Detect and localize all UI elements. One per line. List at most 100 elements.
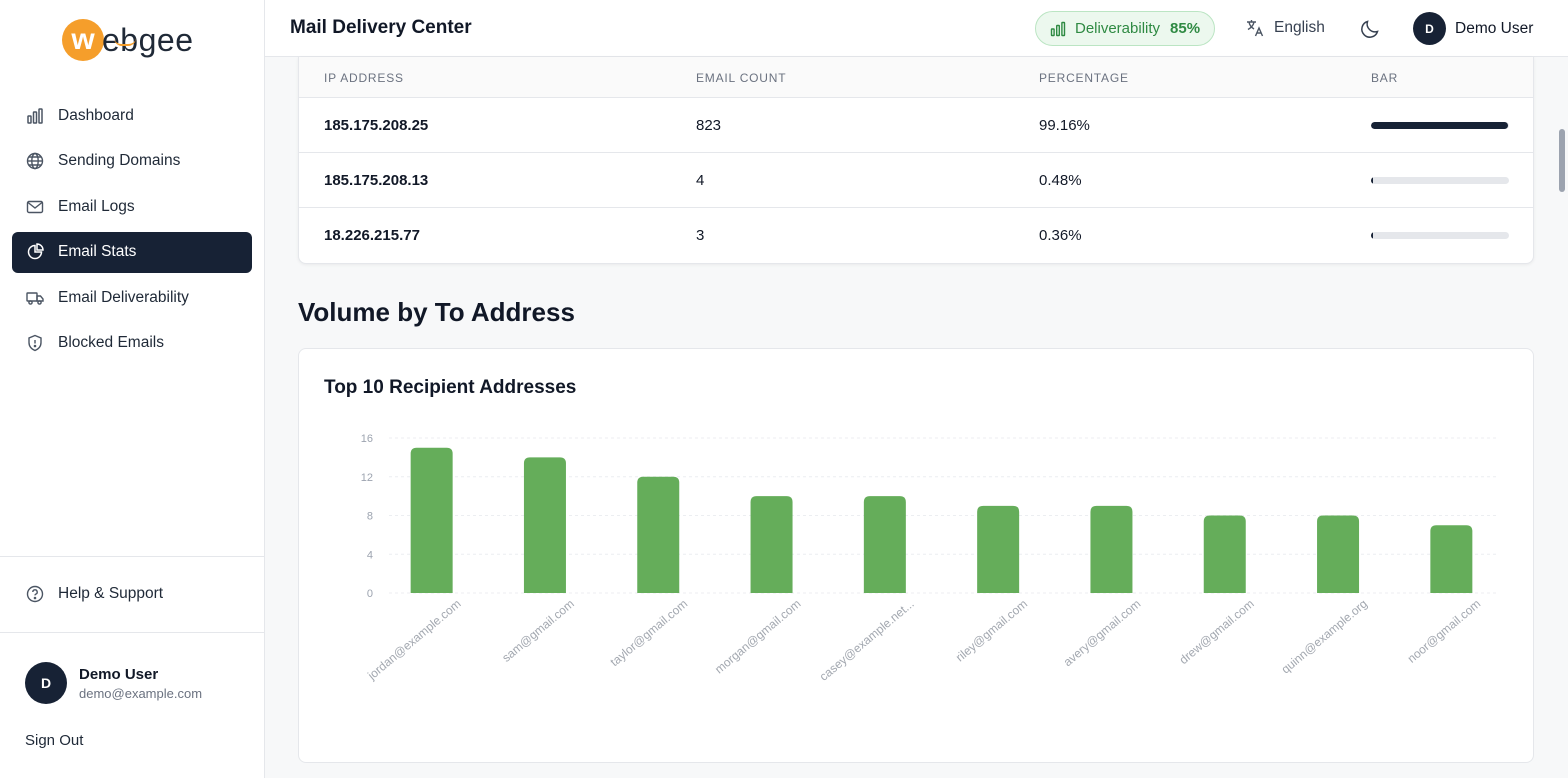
percentage-bar [1371,232,1509,239]
email-count-cell: 823 [696,117,722,134]
avatar: D [1413,12,1446,45]
sidebar-item-label: Email Deliverability [58,288,189,306]
percentage-cell: 99.16% [1039,117,1090,134]
translate-icon [1245,18,1265,38]
x-tick-label: quinn@example.org [1279,597,1370,677]
shield-icon [26,334,44,352]
email-count-cell: 4 [696,172,705,189]
ip-address-cell: 185.175.208.13 [324,172,429,189]
recipient-bar-chart: 0 4 8 12 16 jordan@example.com sam@gmail.com ta… [361,433,1499,684]
scrollbar-thumb[interactable] [1559,129,1565,192]
deliverability-label: Deliverability [1075,20,1161,37]
column-header-ip: IP ADDRESS [324,71,404,85]
sidebar-item-email-stats[interactable]: Email Stats [12,231,252,273]
sidebar-item-label: Dashboard [58,106,134,124]
x-tick-label: casey@example.net... [817,597,917,684]
y-tick-label: 4 [367,549,373,561]
sidebar-item-dashboard[interactable]: Dashboard [12,95,252,136]
sidebar-item-email-logs[interactable]: Email Logs [12,186,252,227]
sidebar-item-label: Blocked Emails [58,334,164,352]
x-tick-label: morgan@gmail.com [712,597,803,677]
logo-smile [114,38,136,46]
chart-bar [523,457,566,593]
table-row: 18.226.215.77 3 0.36% [299,208,1533,263]
sidebar-item-label: Email Logs [58,197,135,215]
x-tick-label: sam@gmail.com [499,597,577,665]
header-user-menu[interactable]: D Demo User [1413,12,1533,45]
chart-bar [637,476,680,593]
sidebar-divider [0,556,264,557]
x-tick-label: drew@gmail.com [1177,597,1257,667]
deliverability-value: 85% [1170,20,1201,37]
page-title: Mail Delivery Center [290,17,472,38]
section-title: Volume by To Address [298,297,575,327]
chart-bar [1090,505,1133,593]
top-header: Mail Delivery Center Deliverability 85% … [265,0,1568,57]
logo-mark: w [62,19,104,61]
chart-title: Top 10 Recipient Addresses [324,377,577,398]
mail-icon [26,198,44,216]
percentage-bar-fill [1371,177,1374,184]
deliverability-badge[interactable]: Deliverability 85% [1035,11,1216,46]
ip-address-cell: 18.226.215.77 [324,227,420,244]
percentage-bar [1371,177,1509,184]
chart-bar [863,496,906,593]
help-support-label: Help & Support [58,585,164,602]
y-tick-label: 0 [367,588,373,600]
sidebar-divider [0,632,264,633]
sidebar-item-blocked-emails[interactable]: Blocked Emails [12,323,252,364]
chart-bar [977,505,1020,593]
sidebar-nav: Dashboard Sending Domains Email Logs Ema… [12,95,252,369]
sidebar: w ebgee Dashboard Sending Domains Email … [0,0,265,778]
truck-icon [26,289,44,307]
sidebar-user: D Demo User demo@example.com [25,662,202,704]
help-support-link[interactable]: Help & Support [12,574,252,614]
user-name: Demo User [79,665,159,683]
pie-chart-icon [26,243,44,261]
percentage-cell: 0.36% [1039,227,1082,244]
globe-icon [26,152,44,170]
x-tick-label: avery@gmail.com [1061,597,1144,670]
chart-bar [1430,525,1473,593]
header-user-name: Demo User [1455,19,1534,37]
x-tick-label: jordan@example.com [364,597,463,684]
help-circle-icon [26,585,44,603]
percentage-cell: 0.48% [1039,172,1082,189]
column-header-count: EMAIL COUNT [696,71,787,85]
table-row: 185.175.208.13 4 0.48% [299,153,1533,208]
percentage-bar-fill [1371,232,1374,239]
avatar: D [25,662,67,704]
percentage-bar-fill [1371,122,1508,129]
sidebar-item-email-deliverability[interactable]: Email Deliverability [12,277,252,318]
ip-address-table: IP ADDRESS EMAIL COUNT PERCENTAGE BAR 18… [298,57,1534,264]
percentage-bar [1371,122,1509,129]
sidebar-item-label: Sending Domains [58,152,181,170]
x-tick-label: riley@gmail.com [953,597,1030,665]
chart-bars-icon [26,107,44,125]
y-tick-label: 12 [361,472,373,484]
y-tick-label: 16 [361,433,373,445]
table-header: IP ADDRESS EMAIL COUNT PERCENTAGE BAR [299,57,1533,98]
column-header-percentage: PERCENTAGE [1039,71,1129,85]
sidebar-item-sending-domains[interactable]: Sending Domains [12,141,252,182]
moon-icon[interactable] [1359,18,1381,40]
x-tick-label: taylor@gmail.com [607,597,690,670]
ip-address-cell: 185.175.208.25 [324,117,429,134]
sign-out-button[interactable]: Sign Out [25,732,84,749]
y-tick-label: 8 [367,511,373,523]
bar-chart-icon [1050,21,1066,37]
chart-bar [750,496,793,593]
sidebar-item-label: Email Stats [58,243,137,261]
table-row: 185.175.208.25 823 99.16% [299,98,1533,153]
recipient-chart-card: Top 10 Recipient Addresses 0 4 8 12 16 jordan… [298,348,1534,763]
page-scrollbar[interactable] [1556,57,1568,778]
language-label: English [1274,19,1325,36]
column-header-bar: BAR [1371,71,1399,85]
chart-bar [1203,515,1246,593]
email-count-cell: 3 [696,227,705,244]
x-tick-label: noor@gmail.com [1405,597,1484,666]
user-email: demo@example.com [79,685,203,701]
language-selector[interactable]: English [1245,18,1325,38]
chart-bar [410,447,453,593]
chart-bar [1317,515,1360,593]
